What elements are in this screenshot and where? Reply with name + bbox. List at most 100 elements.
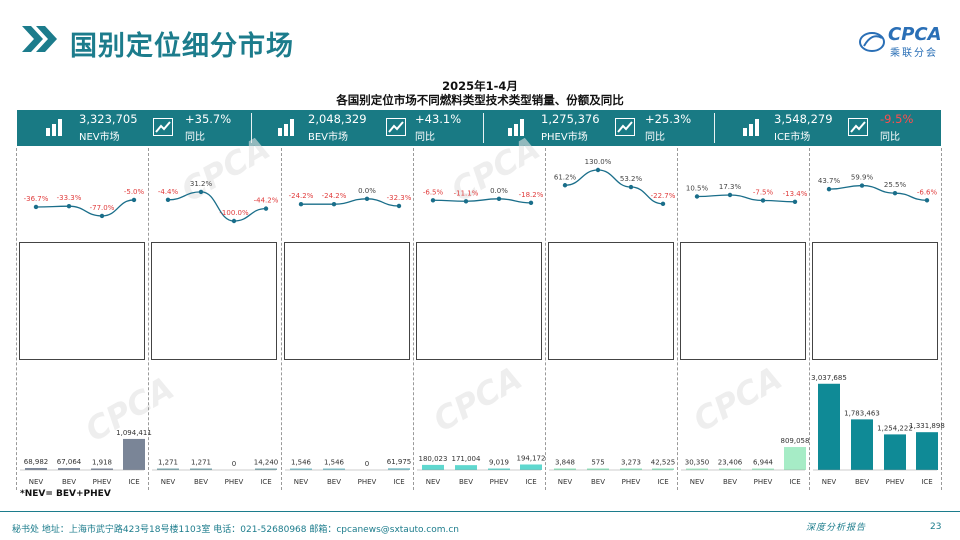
yoy-label: 53.2%: [620, 175, 643, 183]
kpi-yoy-label: 同比: [185, 132, 205, 143]
bar-value-label: 180,023: [419, 455, 448, 463]
yoy-line: [167, 191, 267, 222]
yoy-line: [432, 198, 532, 204]
yoy-point: [760, 198, 766, 203]
yoy-label: -36.7%: [24, 195, 49, 203]
kpi-yoy: +35.7%: [185, 112, 232, 126]
yoy-line: [828, 184, 928, 201]
bar-value-label: 61,975: [387, 458, 412, 466]
x-tick-label: BEV: [591, 478, 605, 486]
bar-value-label: 1,331,898: [909, 422, 945, 430]
yoy-point: [66, 204, 72, 209]
bar-chart-icon: [508, 119, 524, 136]
bar-value-label: 68,982: [24, 458, 49, 466]
kpi-yoy-label: 同比: [645, 132, 665, 143]
bar-nev: [818, 383, 840, 470]
double-chevron-icon: [22, 26, 57, 52]
x-tick-label: NEV: [29, 478, 44, 486]
yoy-line: [564, 169, 664, 205]
yoy-point: [562, 183, 568, 188]
donut-panel: [19, 242, 145, 360]
yoy-label: 31.2%: [190, 180, 213, 188]
bar-chart-icon: [46, 119, 62, 136]
bar-value-label: 9,019: [489, 459, 509, 467]
yoy-label: 0.0%: [358, 187, 376, 195]
yoy-point: [263, 206, 269, 211]
x-tick-label: PHEV: [886, 478, 905, 486]
bar-nev: [422, 464, 444, 470]
x-tick-label: PHEV: [622, 478, 641, 486]
yoy-label: -7.5%: [753, 188, 774, 196]
x-tick-label: BEV: [723, 478, 737, 486]
yoy-point: [131, 197, 137, 203]
bar-value-label: 194,172: [517, 454, 546, 462]
footer-contact: 秘书处 地址：上海市武宁路423号18号楼1103室 电话：021-526809…: [12, 525, 460, 535]
kpi-phev: 1,275,376 PHEV市场 +25.3% 同比: [485, 110, 713, 146]
footnote: *NEV= BEV+PHEV: [20, 489, 111, 499]
bar-value-label: 1,783,463: [844, 409, 880, 417]
yoy-label: -5.0%: [124, 188, 145, 196]
bar-phev: [752, 468, 774, 470]
yoy-point: [430, 198, 436, 203]
x-tick-label: BEV: [459, 478, 473, 486]
kpi-yoy-label: 同比: [415, 132, 435, 143]
panel-separator: [413, 148, 414, 490]
bar-bev: [58, 468, 80, 470]
yoy-point: [165, 197, 171, 203]
bar-nev: [157, 468, 179, 470]
kpi-divider: [483, 113, 484, 143]
page-title: 国别定位细分市场: [70, 31, 294, 62]
x-tick-label: PHEV: [358, 478, 377, 486]
x-tick-label: BEV: [855, 478, 869, 486]
x-tick-label: BEV: [327, 478, 341, 486]
bar-value-label: 3,273: [621, 459, 641, 467]
yoy-point: [496, 196, 502, 202]
yoy-point: [364, 196, 370, 202]
kpi-divider: [251, 113, 252, 143]
x-tick-label: PHEV: [754, 478, 773, 486]
yoy-label: 61.2%: [554, 173, 577, 181]
yoy-label: -18.2%: [519, 191, 544, 199]
x-tick-label: NEV: [294, 478, 309, 486]
bar-nev: [290, 468, 312, 470]
bar-value-label: 1,254,222: [877, 424, 913, 432]
footer-divider: [0, 511, 960, 512]
bar-value-label: 23,406: [718, 459, 743, 467]
bar-value-label: 1,271: [191, 459, 211, 467]
bar-value-label: 3,037,685: [811, 374, 847, 382]
yoy-label: -24.2%: [322, 192, 347, 200]
trend-up-icon: [386, 118, 406, 136]
panel-separator: [281, 148, 282, 490]
header: 国别定位细分市场 CPCA 乘联分会: [0, 0, 960, 62]
yoy-point: [231, 218, 237, 224]
yoy-point: [331, 201, 337, 207]
panel-separator: [148, 148, 149, 490]
bar-value-label: 14,240: [254, 459, 279, 467]
x-tick-label: PHEV: [93, 478, 112, 486]
bar-value-label: 42,525: [651, 459, 676, 467]
kpi-bar: 3,323,705 NEV市场 +35.7% 同比 2,048,329 BEV市…: [17, 110, 941, 146]
bar-value-label: 809,058: [781, 437, 810, 445]
page-number: 23: [930, 522, 942, 532]
bar-value-label: 1,918: [92, 459, 112, 467]
bar-ice: [784, 447, 806, 470]
bar-value-label: 1,094,411: [116, 429, 152, 437]
cpca-logo-icon: [859, 32, 885, 52]
kpi-yoy: -9.5%: [880, 112, 914, 126]
x-tick-label: PHEV: [490, 478, 509, 486]
yoy-label: 59.9%: [851, 174, 874, 182]
bar-ice: [255, 468, 277, 470]
bar-value-label: 67,064: [57, 458, 82, 466]
yoy-point: [396, 203, 402, 209]
yoy-point: [924, 198, 930, 203]
yoy-label: 25.5%: [884, 181, 907, 189]
x-tick-label: ICE: [128, 478, 139, 486]
yoy-label: -32.3%: [387, 194, 412, 202]
donut-panel: [548, 242, 674, 360]
yoy-label: 10.5%: [686, 184, 709, 192]
footer-report-label: 深度分析报告: [806, 523, 867, 533]
trend-up-icon: [615, 118, 635, 136]
kpi-bev: 2,048,329 BEV市场 +43.1% 同比: [253, 110, 484, 146]
kpi-yoy: +25.3%: [645, 112, 692, 126]
yoy-point: [595, 167, 601, 173]
